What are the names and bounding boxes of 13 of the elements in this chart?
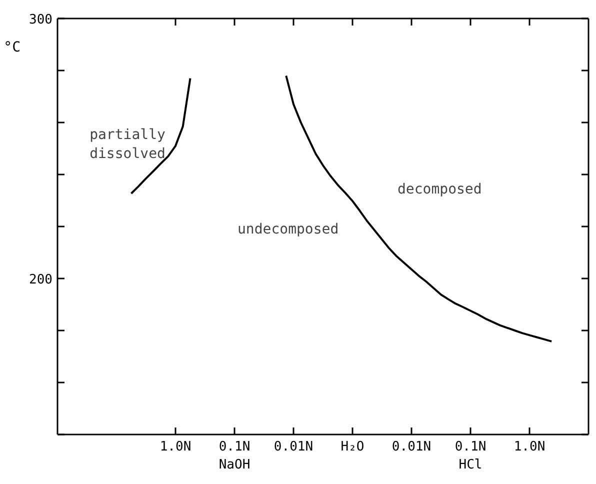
x-tick-label: H₂O (340, 440, 364, 454)
x-tick-label: 1.0N (514, 440, 546, 454)
x-tick-label: 0.1N NaOH (218, 440, 250, 472)
x-tick-label: 0.01N (392, 440, 432, 454)
annotation: decomposed (398, 182, 482, 198)
y-axis-title: °C (4, 40, 20, 56)
annotation: undecomposed (238, 222, 339, 238)
annotation: partially dissolved (90, 126, 166, 162)
y-tick-label: 200 (29, 272, 53, 288)
y-tick-label: 300 (29, 12, 53, 28)
x-tick-label: 0.01N (274, 440, 314, 454)
x-tick-label: 0.1N HCl (454, 440, 486, 472)
x-tick-label: 1.0N (160, 440, 192, 454)
